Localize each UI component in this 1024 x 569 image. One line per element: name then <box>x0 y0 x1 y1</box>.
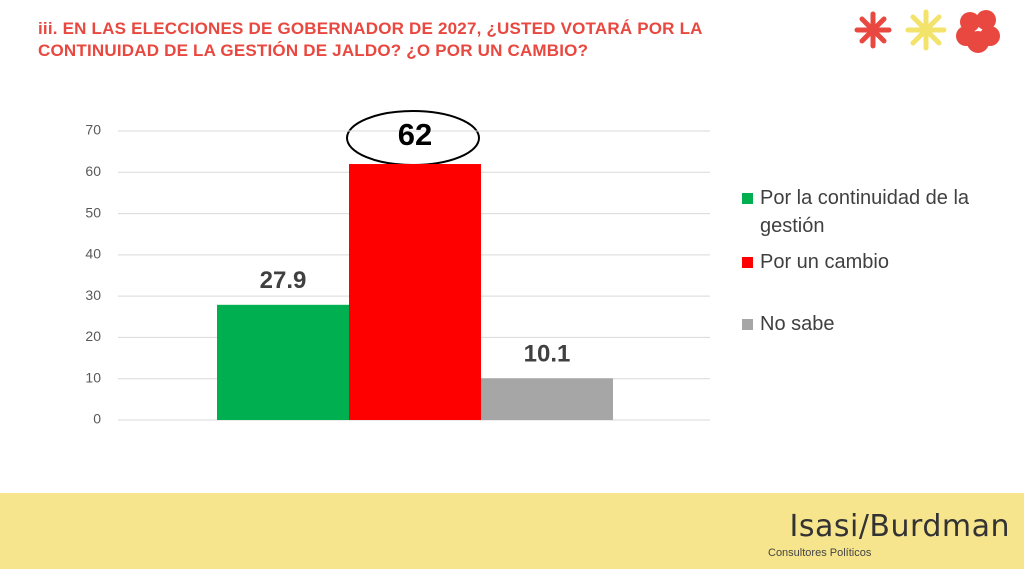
bar <box>349 164 481 420</box>
y-tick-label: 20 <box>85 328 101 344</box>
legend: Por la continuidad de la gestión Por un c… <box>742 184 987 346</box>
logo-decoration <box>854 9 1000 53</box>
data-label: 27.9 <box>260 267 307 294</box>
y-tick-label: 70 <box>85 122 101 138</box>
legend-label: No sabe <box>760 313 835 335</box>
legend-label: Por un cambio <box>760 251 889 273</box>
legend-item: Por la continuidad de la gestión <box>742 184 987 240</box>
y-tick-label: 10 <box>85 369 101 385</box>
y-tick-label: 40 <box>85 246 101 262</box>
y-tick-label: 0 <box>93 411 101 427</box>
legend-item: No sabe <box>742 310 987 338</box>
footer: Isasi/Burdman Consultores Políticos <box>0 493 1024 569</box>
slide-title: iii. EN LAS ELECCIONES DE GOBERNADOR DE … <box>38 19 703 60</box>
y-tick-label: 30 <box>85 287 101 303</box>
y-tick-label: 50 <box>85 204 101 220</box>
data-label: 10.1 <box>524 341 571 368</box>
legend-swatch <box>742 319 753 330</box>
legend-item: Por un cambio <box>742 248 987 276</box>
bar <box>481 378 613 420</box>
data-label: 62 <box>398 117 432 152</box>
y-tick-label: 60 <box>85 163 101 179</box>
bar <box>217 304 349 420</box>
tagline: Consultores Políticos <box>768 547 872 559</box>
legend-swatch <box>742 257 753 268</box>
legend-swatch <box>742 193 753 204</box>
legend-label: Por la continuidad de la gestión <box>760 187 970 237</box>
brand: Isasi/Burdman <box>789 509 1010 544</box>
